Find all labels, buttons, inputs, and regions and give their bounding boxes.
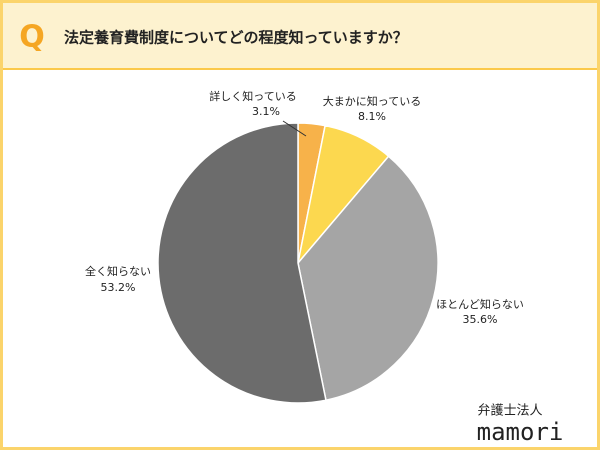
slice-label: 詳しく知っている xyxy=(209,89,296,103)
leader-line xyxy=(282,120,307,137)
pie: 詳しく知っている 3.1% 大まかに知っている 8.1% ほとんど知らない 35.6% 全く… xyxy=(85,89,524,404)
slice-value: 3.1% xyxy=(252,105,280,118)
logo-line2: mamori xyxy=(477,418,564,446)
slice-value: 8.1% xyxy=(358,110,386,123)
slice-label: 全く知らない xyxy=(85,264,151,278)
logo-line1: 弁護士法人 xyxy=(477,403,542,419)
pie-slice xyxy=(157,122,327,404)
slice-value: 35.6% xyxy=(463,313,498,326)
slice-label: ほとんど知らない xyxy=(436,297,524,311)
header-band xyxy=(3,3,597,69)
chart-title: 法定養育費制度についてどの程度知っていますか？ xyxy=(64,29,408,47)
pie-slice xyxy=(297,155,439,402)
header-icon: Q xyxy=(19,20,45,55)
slice-label: 大まかに知っている xyxy=(323,94,421,108)
slice-value: 53.2% xyxy=(101,281,136,294)
